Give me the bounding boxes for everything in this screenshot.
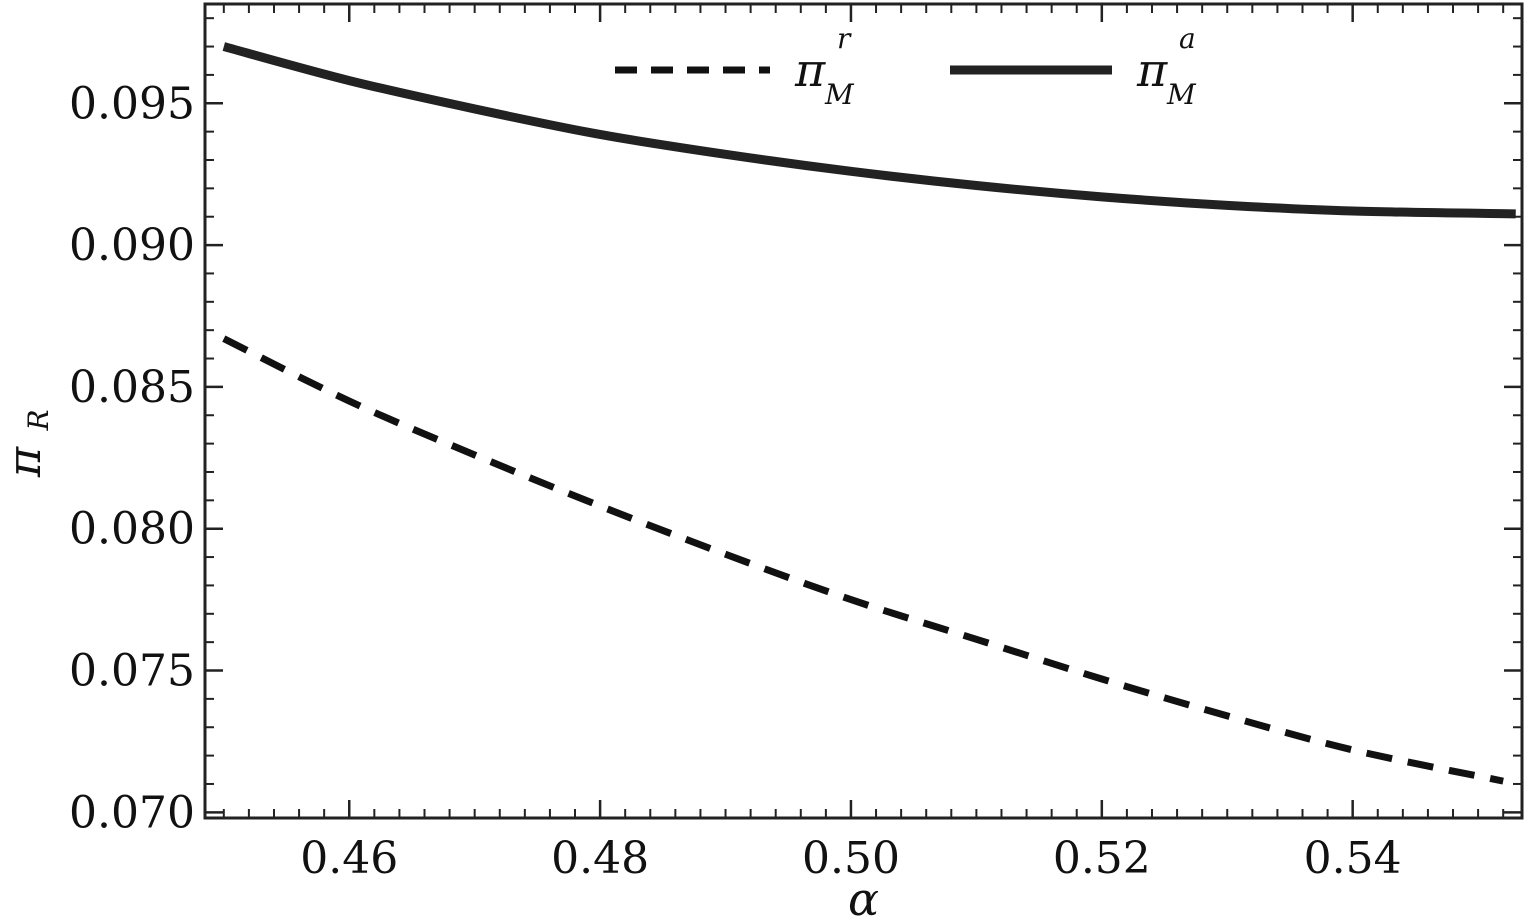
axis-labels: α π R: [0, 409, 879, 919]
y-tick-label: 0.070: [69, 787, 195, 838]
series-line-solid: [222, 42, 1516, 219]
x-tick-label: 0.52: [1053, 833, 1151, 884]
y-axis-label: π R: [0, 409, 55, 478]
ticks-layer: 0.46 0.48 0.50 0.52 0.54 0.070 0.075 0.080 0.085…: [69, 4, 1522, 884]
legend-label-superscript: r: [837, 22, 852, 55]
legend-item: πaM: [950, 22, 1197, 111]
y-tick-label: 0.075: [69, 646, 195, 697]
series-line-dashed: [222, 335, 1504, 785]
x-tick-label: 0.48: [551, 833, 649, 884]
legend-label-subscript: M: [824, 78, 855, 111]
legend-label: π: [1136, 43, 1168, 97]
x-tick-label: 0.46: [300, 833, 398, 884]
x-axis-label: α: [848, 872, 879, 919]
y-tick-label: 0.090: [69, 220, 195, 271]
y-tick-label: 0.095: [69, 78, 195, 129]
y-axis-label-subscript: R: [22, 409, 55, 431]
legend-label-subscript: M: [1166, 78, 1197, 111]
y-axis-label-text: π: [0, 446, 51, 478]
legend-label-superscript: a: [1179, 22, 1196, 55]
y-tick-label: 0.085: [69, 362, 195, 413]
series-layer: [222, 42, 1516, 785]
x-tick-label: 0.50: [802, 833, 900, 884]
y-tick-label: 0.080: [69, 504, 195, 555]
legend-item: πrM: [615, 22, 855, 111]
legend-label: π: [794, 43, 826, 97]
plot-frame: [203, 2, 1524, 820]
legend: πrM πaM: [615, 22, 1197, 111]
x-tick-label: 0.54: [1304, 833, 1402, 884]
